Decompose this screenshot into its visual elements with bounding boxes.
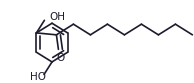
Text: OH: OH [49,12,65,22]
Text: HO: HO [30,72,46,82]
Text: O: O [56,53,65,63]
